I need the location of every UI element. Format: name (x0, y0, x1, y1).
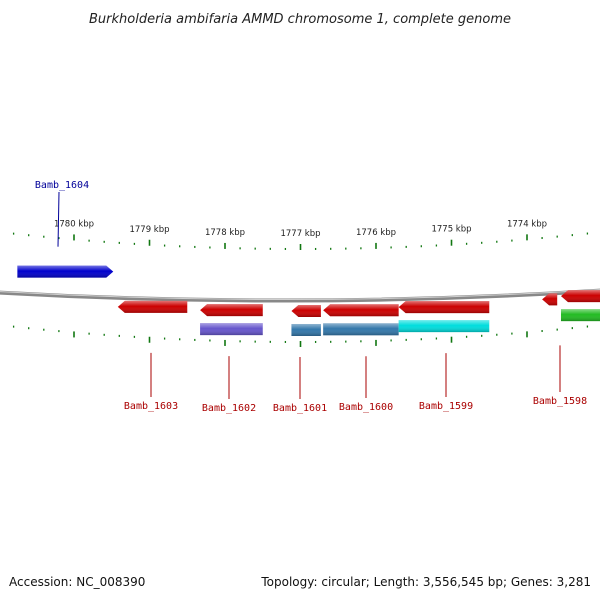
gene-arrow-shading (398, 301, 490, 314)
gene-arrow-shading (200, 304, 263, 317)
scale-label: 1774 kbp (507, 219, 547, 229)
map-title: Burkholderia ambifaria AMMD chromosome 1… (89, 12, 511, 27)
gene-label: Bamb_1604 (35, 180, 89, 191)
chromosome-backbone (0, 288, 600, 303)
gene-arrow-shading (117, 300, 188, 313)
gene-label: Bamb_1599 (419, 401, 473, 412)
gene-label: Bamb_1603 (124, 401, 178, 412)
gene-label-line (57, 191, 60, 247)
gene-label: Bamb_1600 (339, 402, 393, 413)
scale-label: 1780 kbp (54, 219, 94, 229)
scale-labels: 1780 kbp 1779 kbp 1778 kbp 1777 kbp 1776 kbp… (54, 219, 547, 239)
gene-arrow-shading (560, 290, 600, 303)
scale-label: 1775 kbp (431, 225, 471, 235)
domain-block-shading (291, 323, 321, 336)
domain-block-shading (560, 309, 600, 322)
gene-arrow-shading (17, 265, 114, 278)
scale-label: 1778 kbp (205, 228, 245, 238)
gene-arrow-shading (323, 304, 399, 317)
topology-text: Topology: circular; Length: 3,556,545 bp… (260, 575, 591, 589)
scale-label: 1777 kbp (280, 229, 320, 239)
gene-label: Bamb_1598 (533, 396, 587, 407)
domain-block-shading (398, 320, 490, 333)
domain-block-shading (200, 323, 263, 336)
scale-label: 1776 kbp (356, 228, 396, 238)
scale-label: 1779 kbp (129, 225, 169, 235)
accession-text: Accession: NC_008390 (9, 575, 145, 589)
domain-track (200, 309, 600, 336)
gene-labels: Bamb_1604 Bamb_1603 Bamb_1602 Bamb_1601 Bamb… (35, 180, 587, 414)
gene-label: Bamb_1601 (273, 403, 327, 414)
domain-block-shading (323, 323, 399, 336)
chromosome-backbone-highlight (0, 289, 600, 301)
gene-track (17, 265, 600, 317)
gene-arrow-shading (542, 293, 558, 306)
gene-label: Bamb_1602 (202, 403, 256, 414)
scale-ticks (12, 232, 589, 347)
gene-arrow-shading (291, 304, 321, 317)
